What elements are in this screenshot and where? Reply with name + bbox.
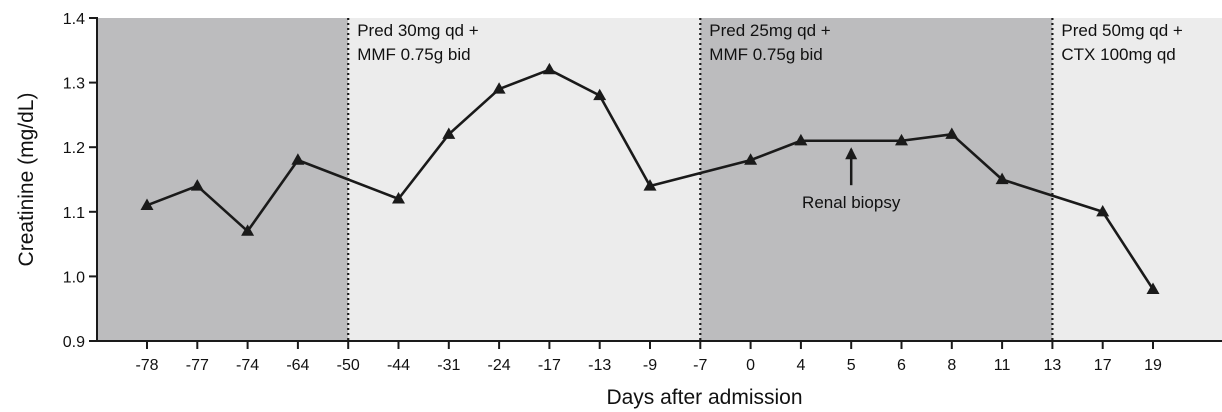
y-tick-label: 1.4 (63, 11, 85, 28)
data-point-marker (895, 133, 908, 146)
x-tick-label: -24 (488, 357, 511, 374)
data-point-marker (945, 127, 959, 139)
x-tick-label: 19 (1144, 357, 1162, 374)
data-point-marker (291, 153, 305, 165)
x-tick-label: -17 (538, 357, 561, 374)
data-point-marker (392, 192, 405, 204)
y-axis-title: Creatinine (mg/dL) (15, 93, 38, 267)
y-tick-label: 1.0 (63, 269, 85, 286)
x-tick-label: -31 (437, 357, 460, 374)
x-tick-label: 6 (897, 357, 906, 374)
phase-band-3 (1052, 18, 1222, 341)
data-point-marker (241, 224, 255, 236)
x-tick-label: -9 (643, 357, 657, 374)
x-tick-label: 0 (746, 357, 755, 374)
phase-label-2-line-1: CTX 100mg qd (1061, 45, 1175, 64)
x-tick-label: 17 (1094, 357, 1112, 374)
biopsy-arrow-head (845, 147, 858, 160)
x-tick-label: -64 (286, 357, 309, 374)
biopsy-annotation-label: Renal biopsy (802, 193, 901, 212)
phase-label-1-line-0: Pred 25mg qd + (709, 21, 831, 40)
x-tick-label: -77 (186, 357, 209, 374)
data-point-marker (190, 179, 204, 191)
x-axis-title: Days after admission (606, 386, 802, 409)
data-point-marker (140, 198, 154, 210)
phase-band-2 (700, 18, 1053, 341)
x-tick-label: 8 (947, 357, 956, 374)
data-point-marker (1146, 282, 1160, 294)
x-tick-label: -78 (135, 357, 158, 374)
data-point-marker (1096, 204, 1110, 217)
y-tick-label: 1.3 (63, 76, 85, 93)
y-tick-label: 0.9 (63, 334, 85, 351)
x-tick-label: -13 (588, 357, 611, 374)
x-tick-label: 11 (994, 357, 1011, 374)
data-point-marker (995, 172, 1009, 185)
x-tick-label: 5 (847, 357, 856, 374)
phase-label-0-line-1: MMF 0.75g bid (357, 45, 470, 64)
x-tick-label: 13 (1044, 357, 1062, 374)
data-point-marker (542, 62, 556, 75)
y-tick-label: 1.2 (63, 140, 85, 157)
phase-band-0 (97, 18, 349, 341)
phase-band-1 (348, 18, 701, 341)
data-point-marker (643, 179, 657, 191)
data-point-marker (744, 153, 758, 165)
data-point-marker (442, 127, 456, 139)
x-tick-label: 4 (796, 357, 805, 374)
data-point-marker (794, 133, 808, 146)
phase-label-0-line-0: Pred 30mg qd + (357, 21, 479, 40)
data-point-marker (492, 82, 506, 94)
x-tick-label: -74 (236, 357, 259, 374)
x-tick-label: -44 (387, 357, 410, 374)
phase-label-2-line-0: Pred 50mg qd + (1061, 21, 1183, 40)
phase-label-1-line-1: MMF 0.75g bid (709, 45, 822, 64)
x-tick-label: -50 (337, 357, 360, 374)
y-tick-label: 1.1 (63, 205, 85, 222)
x-tick-label: -7 (693, 357, 707, 374)
data-point-marker (593, 88, 607, 101)
